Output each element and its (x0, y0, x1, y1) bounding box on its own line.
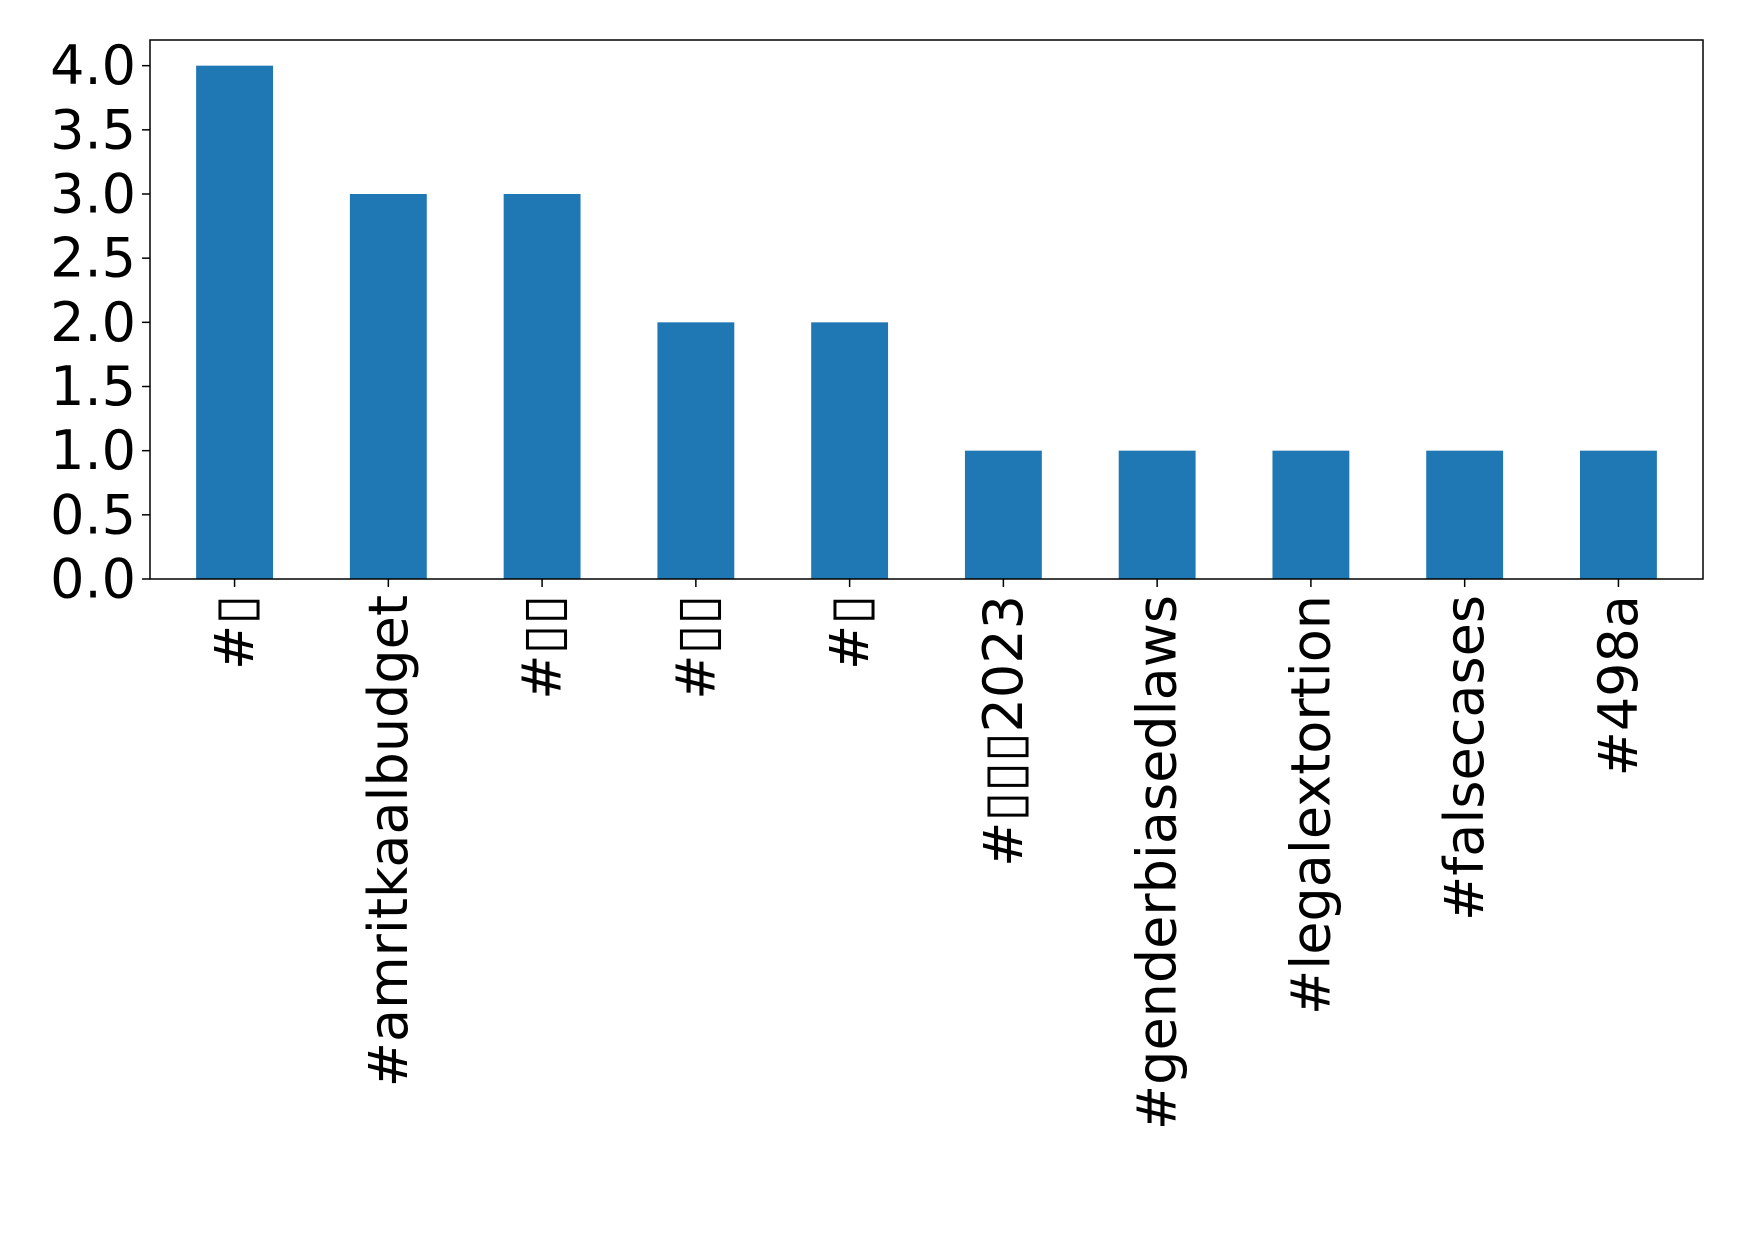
y-tick-label: 3.5 (50, 98, 136, 161)
y-tick-label: 2.0 (50, 291, 136, 354)
bar-8 (1426, 450, 1504, 579)
y-tick-label: 4.0 (50, 34, 136, 97)
bar-3 (657, 322, 735, 579)
x-tick-label: #▯▯ (511, 595, 574, 700)
x-axis: #▯ #amritkaalbudget #▯▯ #▯▯ #▯ #▯▯▯2023 #gende… (203, 579, 1650, 1130)
bar-1 (349, 194, 427, 579)
y-axis: 0.00.51.01.52.02.53.03.54.0 (50, 34, 150, 611)
bars-layer (196, 65, 1657, 579)
x-tick-label: #▯▯▯2023 (972, 595, 1035, 867)
y-tick-label: 2.5 (50, 227, 136, 290)
bar-4 (811, 322, 889, 579)
y-tick-label: 1.0 (50, 419, 136, 482)
axes-layer (149, 39, 1704, 580)
y-tick-label: 1.5 (50, 355, 136, 418)
bar-5 (964, 450, 1042, 579)
bar-6 (1118, 450, 1196, 579)
bar-7 (1272, 450, 1350, 579)
y-tick-label: 0.0 (50, 548, 136, 611)
x-tick-label: #legalextortion (1279, 595, 1342, 1015)
x-tick-label: #▯ (203, 595, 266, 670)
x-tick-label: #▯▯ (664, 595, 727, 700)
x-tick-label: #amritkaalbudget (357, 595, 420, 1087)
plot-frame (149, 39, 1704, 580)
bar-0 (196, 65, 274, 579)
x-tick-label: #falsecases (1433, 595, 1496, 921)
x-tick-label: #498a (1587, 595, 1650, 776)
y-tick-label: 3.0 (50, 163, 136, 226)
x-tick-label: #▯ (818, 595, 881, 670)
x-tick-label: #genderbiasedlaws (1126, 595, 1189, 1130)
bar-2 (503, 194, 581, 579)
y-tick-label: 0.5 (50, 483, 136, 546)
bar-9 (1579, 450, 1657, 579)
